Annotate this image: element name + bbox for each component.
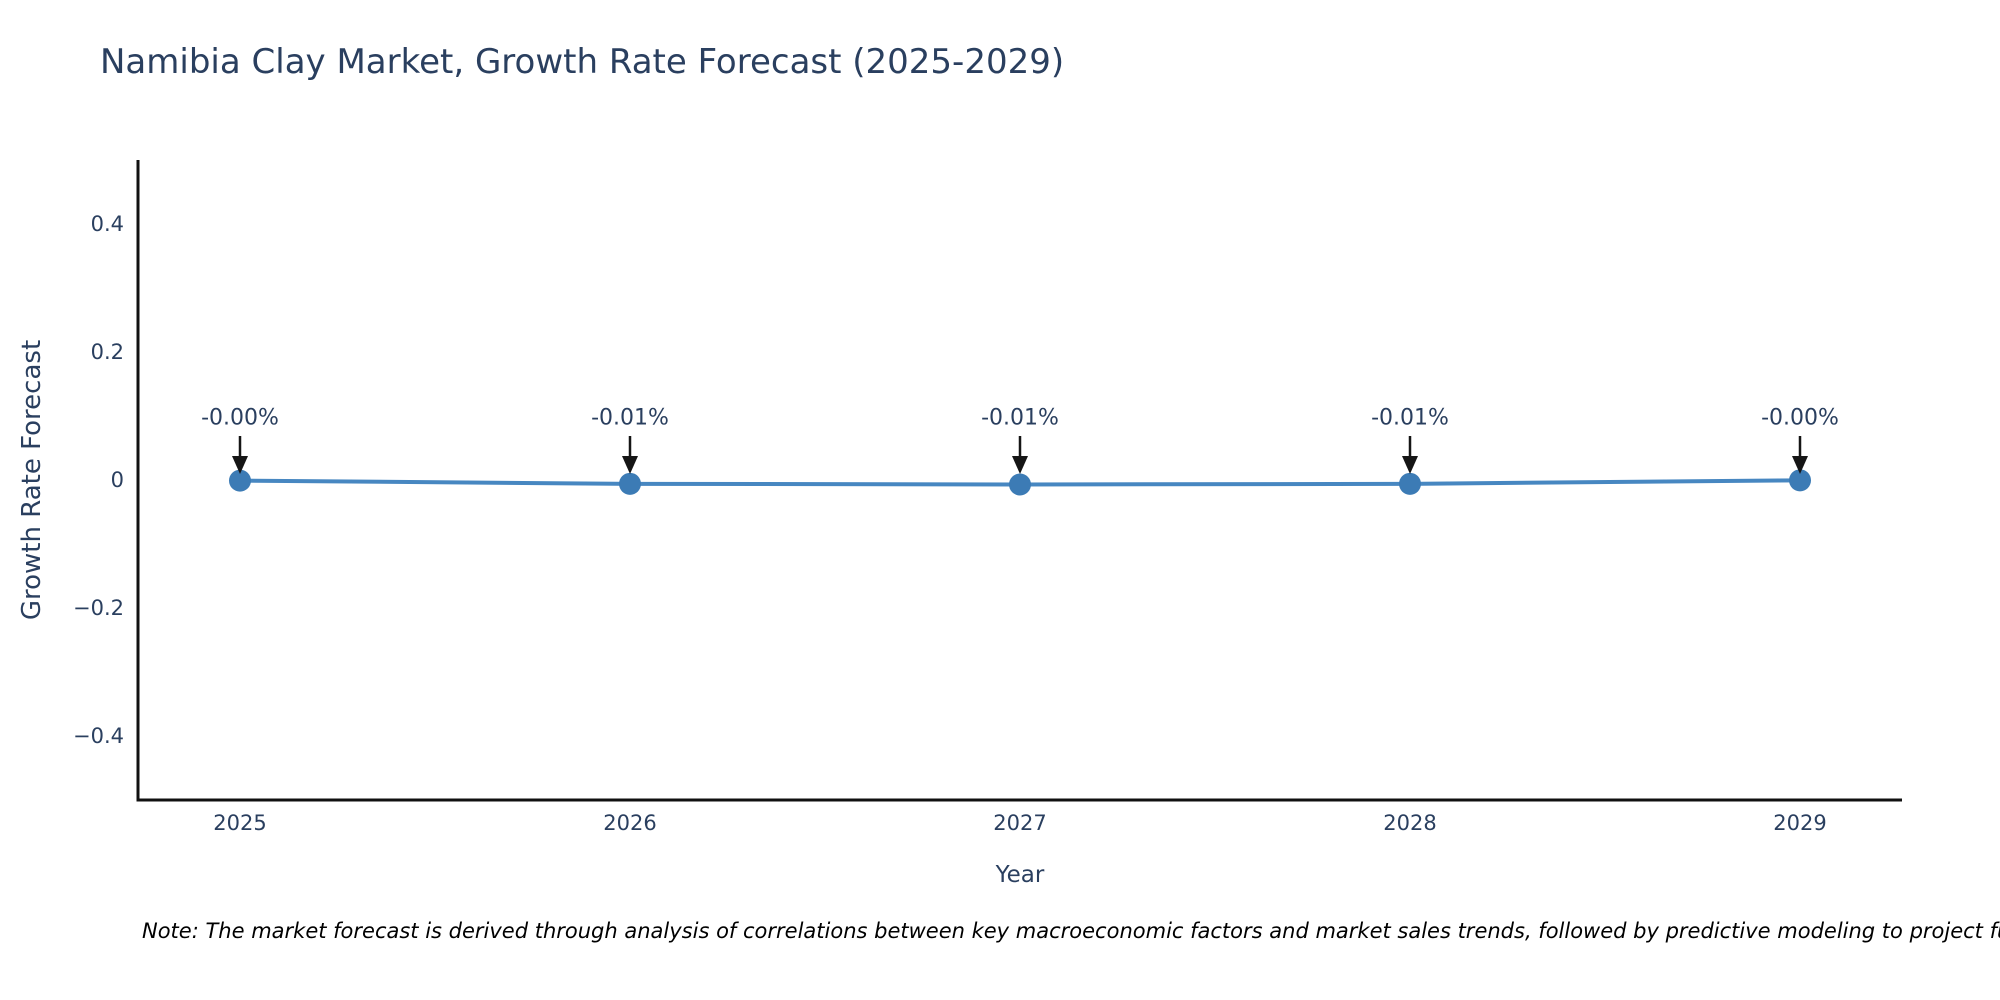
data-point-marker: [1399, 472, 1421, 495]
annotation-arrowhead-icon: [1792, 456, 1808, 474]
y-tick-label: 0.4: [91, 212, 124, 236]
data-point-marker: [619, 472, 641, 495]
y-tick-label: −0.4: [73, 724, 124, 748]
annotation-arrowhead-icon: [1402, 456, 1418, 474]
y-tick-label: 0.2: [91, 340, 124, 364]
data-point-label: -0.01%: [591, 406, 669, 431]
x-tick-label: 2029: [1773, 811, 1826, 835]
annotation-arrowhead-icon: [232, 456, 248, 474]
x-tick-label: 2025: [213, 811, 266, 835]
annotation-arrowhead-icon: [1012, 456, 1028, 474]
data-point-marker: [1789, 469, 1811, 492]
data-point-label: -0.00%: [201, 406, 279, 431]
page-title: Namibia Clay Market, Growth Rate Forecas…: [100, 42, 1065, 82]
footnote: Note: The market forecast is derived thr…: [142, 919, 2000, 943]
x-axis-title: Year: [995, 862, 1045, 888]
x-tick-label: 2028: [1383, 811, 1436, 835]
data-point-marker: [229, 469, 251, 492]
y-tick-label: 0: [111, 468, 124, 492]
annotation-arrowhead-icon: [622, 456, 638, 474]
data-point-label: -0.01%: [1371, 406, 1449, 431]
data-point-marker: [1009, 473, 1031, 496]
x-tick-label: 2026: [603, 811, 656, 835]
data-point-label: -0.01%: [981, 406, 1059, 431]
x-tick-label: 2027: [993, 811, 1046, 835]
y-tick-label: −0.2: [73, 596, 124, 620]
data-point-label: -0.00%: [1761, 406, 1839, 431]
